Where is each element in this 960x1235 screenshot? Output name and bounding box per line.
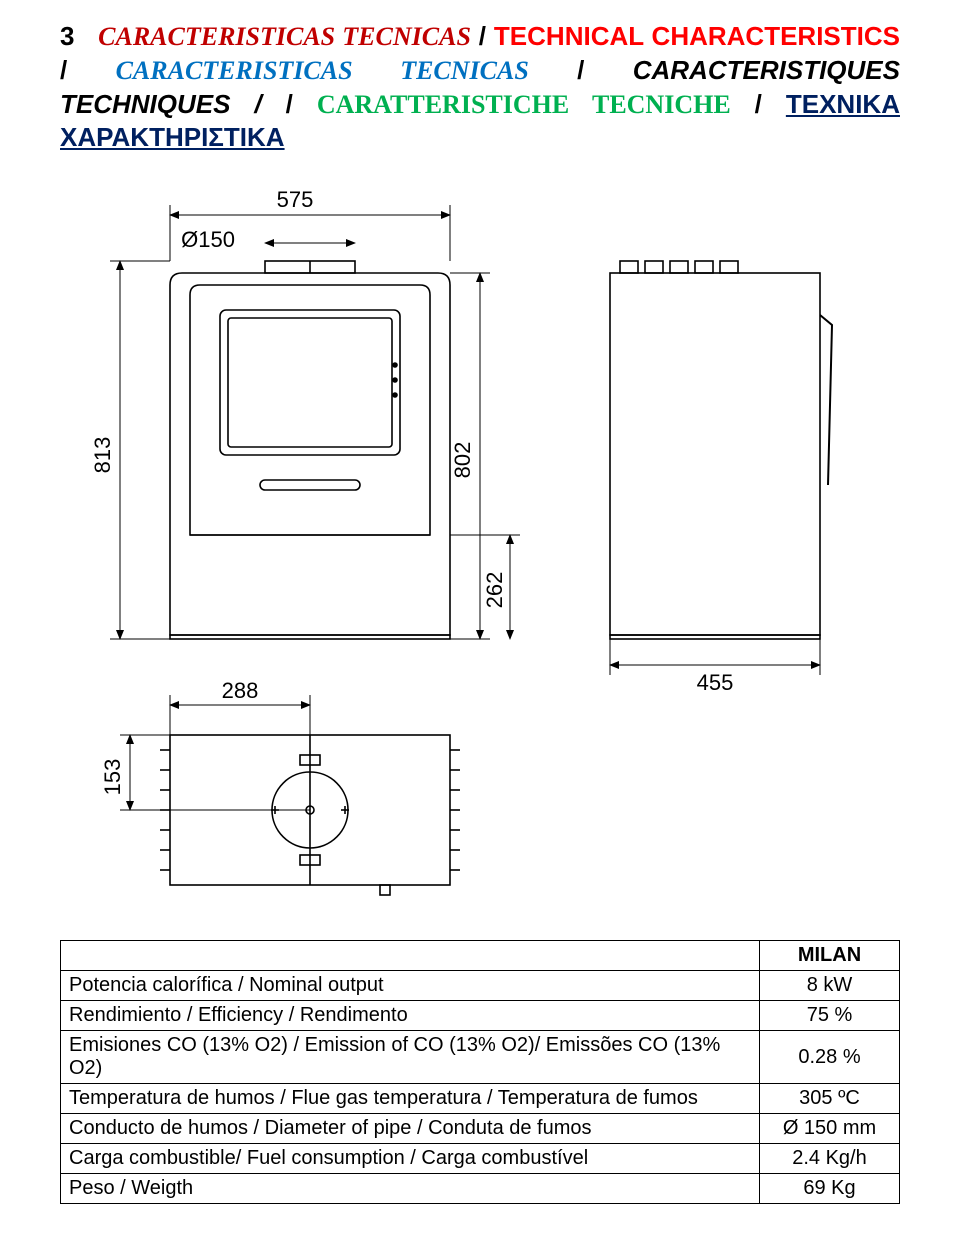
dim-front-width: 575 (277, 187, 314, 212)
technical-drawings: 575 Ø150 813 802 262 455 (60, 185, 900, 910)
table-row: Peso / Weigth 69 Kg (61, 1174, 900, 1204)
spec-value: 75 % (760, 1001, 900, 1031)
dim-top-offset: 288 (222, 678, 259, 703)
section-number: 3 (60, 21, 74, 51)
table-row: Rendimiento / Efficiency / Rendimento 75… (61, 1001, 900, 1031)
spec-label: Temperatura de humos / Flue gas temperat… (61, 1084, 760, 1114)
drawing-svg: 575 Ø150 813 802 262 455 (60, 185, 880, 905)
table-row: Carga combustible/ Fuel consumption / Ca… (61, 1144, 900, 1174)
spec-label: Carga combustible/ Fuel consumption / Ca… (61, 1144, 760, 1174)
heading-it: CARATTERISTICHE TECNICHE (317, 90, 731, 119)
spec-value: 2.4 Kg/h (760, 1144, 900, 1174)
dim-lower-height: 262 (482, 572, 507, 609)
spec-label: Peso / Weigth (61, 1174, 760, 1204)
dim-body-height: 802 (450, 442, 475, 479)
spec-label: Rendimiento / Efficiency / Rendimento (61, 1001, 760, 1031)
section-heading: 3 CARACTERISTICAS TECNICAS / TECHNICAL C… (60, 20, 900, 155)
heading-es: CARACTERISTICAS TECNICAS (98, 22, 471, 51)
spec-value: Ø 150 mm (760, 1114, 900, 1144)
table-row: Conducto de humos / Diameter of pipe / C… (61, 1114, 900, 1144)
heading-en: TECHNICAL CHARACTERISTICS (494, 21, 900, 51)
specs-table: MILAN Potencia calorífica / Nominal outp… (60, 940, 900, 1204)
table-row: Temperatura de humos / Flue gas temperat… (61, 1084, 900, 1114)
model-name: MILAN (760, 941, 900, 971)
table-row: MILAN (61, 941, 900, 971)
spec-value: 69 Kg (760, 1174, 900, 1204)
spec-label: Conducto de humos / Diameter of pipe / C… (61, 1114, 760, 1144)
spec-value: 305 ºC (760, 1084, 900, 1114)
table-row: Potencia calorífica / Nominal output 8 k… (61, 971, 900, 1001)
spec-value: 0.28 % (760, 1031, 900, 1084)
model-label-cell (61, 941, 760, 971)
dim-top-depth: 153 (100, 759, 125, 796)
heading-pt: CARACTERISTICAS TECNICAS (116, 56, 529, 85)
table-row: Emisiones CO (13% O2) / Emission of CO (… (61, 1031, 900, 1084)
spec-label: Emisiones CO (13% O2) / Emission of CO (… (61, 1031, 760, 1084)
spec-value: 8 kW (760, 971, 900, 1001)
spec-label: Potencia calorífica / Nominal output (61, 971, 760, 1001)
dim-side-depth: 455 (697, 670, 734, 695)
dim-total-height: 813 (90, 437, 115, 474)
dim-flue: Ø150 (181, 227, 235, 252)
